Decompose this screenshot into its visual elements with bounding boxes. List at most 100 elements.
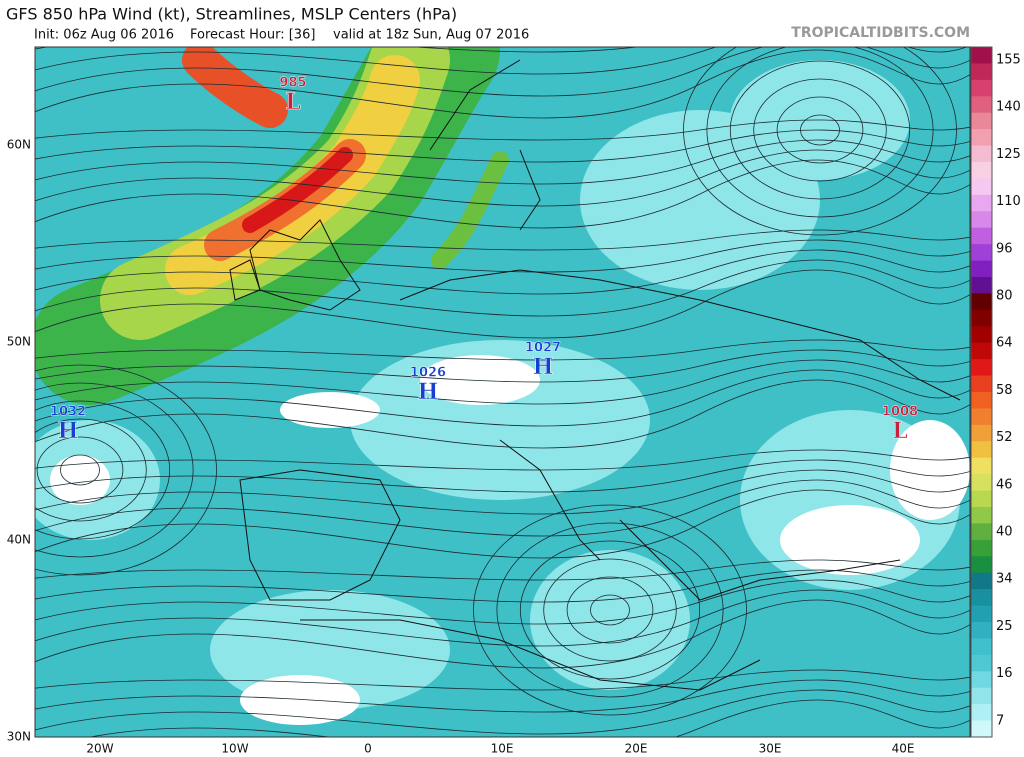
streamline (35, 449, 970, 471)
streamline (496, 522, 724, 698)
colorbar-label: 40 (996, 525, 1013, 540)
streamline (60, 454, 100, 486)
streamline (543, 558, 677, 662)
colorbar-step (971, 112, 992, 130)
colorbar-step (971, 474, 992, 492)
colorbar-step (971, 63, 992, 81)
streamline (35, 149, 970, 207)
colorbar-step (971, 589, 992, 607)
colorbar-step (971, 342, 992, 360)
center-pressure: 1008 (882, 405, 918, 420)
colorbar-step (971, 359, 992, 377)
streamline (35, 382, 194, 558)
streamline (35, 369, 970, 427)
streamline (35, 249, 970, 295)
forecast-hour: Forecast Hour: [36] (190, 28, 315, 43)
colorbar-step (971, 556, 992, 574)
streamline (35, 459, 970, 493)
streamline (35, 400, 171, 540)
colorbar-label: 125 (996, 147, 1021, 162)
center-pressure: 1032 (50, 405, 86, 420)
streamline (35, 489, 970, 559)
colorbar-step (971, 457, 992, 475)
colorbar-step (971, 211, 992, 229)
center-letter: H (418, 379, 439, 405)
streamline (35, 679, 970, 713)
streamline (35, 599, 970, 669)
streamline (35, 669, 970, 691)
streamline (35, 139, 970, 185)
center-pressure: 1027 (525, 341, 561, 356)
streamline (35, 49, 970, 119)
colorbar-label: 64 (996, 336, 1013, 351)
colorbar-step (971, 79, 992, 97)
streamline (35, 379, 970, 449)
streamline (35, 469, 970, 515)
streamline (35, 359, 970, 405)
colorbar-step (971, 704, 992, 722)
colorbar-step (971, 194, 992, 212)
streamlines (35, 47, 970, 737)
streamline (35, 689, 970, 735)
colorbar-step (971, 671, 992, 689)
lat-label: 60N (7, 138, 31, 152)
colorbar-step (971, 687, 992, 705)
streamline (35, 239, 970, 273)
streamline (776, 96, 864, 164)
lat-label: 30N (7, 730, 31, 744)
streamline (35, 589, 970, 647)
streamline (800, 114, 840, 146)
lat-label: 50N (7, 335, 31, 349)
lon-label: 30E (759, 742, 782, 756)
center-letter: H (58, 418, 79, 444)
center-letter: L (285, 89, 300, 115)
streamline (35, 349, 970, 383)
streamline (753, 78, 887, 182)
colorbar-step (971, 326, 992, 344)
axis-labels: 60N 50N 40N 30N 20W 10W 0 10E 20E 30E 40E (7, 138, 915, 756)
streamline (35, 129, 970, 163)
colorbar-step (971, 162, 992, 179)
colorbar-label: 80 (996, 289, 1013, 304)
streamline (35, 269, 970, 339)
colorbar: 155 140 125 110 96 80 64 58 52 46 40 34 25 16 7 (970, 46, 1021, 738)
colorbar-step (971, 408, 992, 426)
colorbar-step (971, 47, 992, 64)
colorbar-step (971, 605, 992, 623)
colorbar-step (971, 277, 992, 294)
streamline (590, 594, 630, 626)
streamline (683, 47, 957, 236)
colorbar-label: 52 (996, 430, 1013, 445)
source: TROPICALTIDBITS.COM (791, 25, 970, 41)
streamline (35, 418, 147, 522)
center-letter: L (892, 418, 907, 444)
colorbar-label: 58 (996, 383, 1013, 398)
lon-label: 20E (625, 742, 648, 756)
colorbar-step (971, 227, 992, 245)
map-frame (34, 46, 971, 738)
lon-label: 0 (364, 742, 372, 756)
colorbar-label: 34 (996, 572, 1013, 587)
coastlines (229, 59, 961, 691)
lon-label: 20W (86, 742, 113, 756)
colorbar-step (971, 129, 992, 147)
streamline (35, 119, 970, 141)
streamline (706, 47, 934, 218)
colorbar-step (971, 572, 992, 590)
jet-stream (35, 47, 509, 405)
streamline (35, 579, 970, 625)
streamline (566, 576, 654, 644)
colorbar-step (971, 392, 992, 409)
streamline (36, 436, 124, 504)
colorbar-label: 25 (996, 619, 1013, 634)
streamline (35, 259, 970, 317)
streamline (35, 569, 970, 603)
lon-label: 10W (221, 742, 248, 756)
colorbar-label: 46 (996, 477, 1013, 492)
init-time: Init: 06z Aug 06 2016 (34, 28, 174, 43)
colorbar-step (971, 539, 992, 557)
colorbar-label: 7 (996, 713, 1004, 728)
